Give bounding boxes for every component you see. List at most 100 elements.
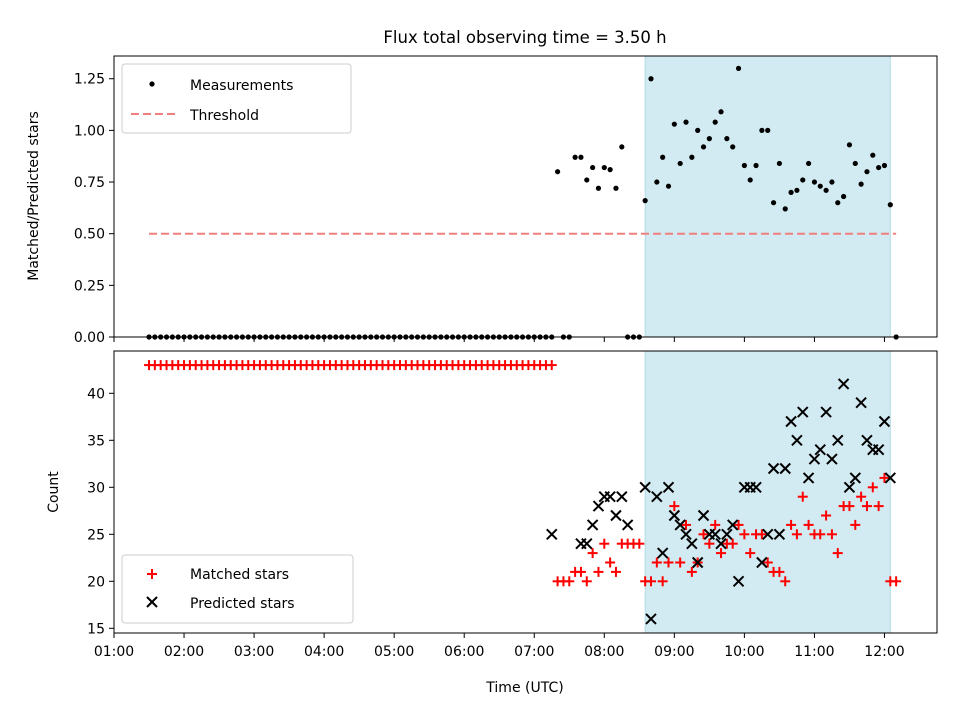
predicted-star-point <box>662 481 675 494</box>
legend-matched-marker <box>147 569 157 579</box>
measurement-point <box>765 127 771 133</box>
matched-star-point <box>879 472 890 483</box>
top-y-axis-label: Matched/Predicted stars <box>26 111 42 281</box>
y-tick-label: 0.00 <box>74 330 105 346</box>
measurement-point <box>607 167 613 173</box>
x-tick-label: 04:00 <box>304 644 344 660</box>
predicted-star-point <box>616 490 628 503</box>
matched-star-point <box>675 557 686 568</box>
y-tick-label: 0.75 <box>74 175 105 191</box>
predicted-star-point <box>878 415 891 428</box>
predicted-star-point <box>814 443 826 456</box>
measurement-point <box>619 144 625 150</box>
predicted-star-point <box>645 613 657 625</box>
matched-star-point <box>733 519 744 530</box>
predicted-star-point <box>884 472 897 484</box>
matched-star-point <box>873 501 884 512</box>
predicted-star-point <box>802 472 815 484</box>
x-tick-label: 11:00 <box>794 644 834 660</box>
matched-star-point <box>756 529 767 540</box>
y-tick-label: 15 <box>87 621 105 637</box>
x-tick-label: 12:00 <box>864 644 904 660</box>
matched-star-point <box>791 529 802 540</box>
matched-star-point <box>605 557 616 568</box>
y-tick-label: 0.50 <box>74 227 105 243</box>
x-tick-label: 06:00 <box>444 644 484 660</box>
matched-star-point <box>657 576 668 587</box>
predicted-star-point <box>756 556 768 569</box>
matched-star-point <box>610 566 621 577</box>
measurement-point <box>805 160 812 167</box>
matched-star-point <box>832 548 843 559</box>
predicted-star-point <box>592 500 605 512</box>
legend-predicted-label: Predicted stars <box>190 596 295 612</box>
predicted-star-point <box>581 537 593 550</box>
measurement-point <box>776 160 783 167</box>
matched-star-point <box>774 566 785 577</box>
measurement-point <box>782 206 788 212</box>
bottom-legend-frame <box>121 554 354 624</box>
predicted-star-point <box>586 519 599 531</box>
matched-star-point <box>669 501 680 512</box>
predicted-star-point <box>656 547 669 559</box>
axes-frame <box>113 350 938 634</box>
measurement-point <box>770 200 777 206</box>
matched-star-point <box>651 557 662 568</box>
matched-star-point <box>786 519 797 530</box>
predicted-star-point <box>861 434 873 447</box>
measurement-point <box>730 144 736 150</box>
predicted-star-point <box>791 434 803 447</box>
measurement-point <box>811 179 818 185</box>
matched-star-point <box>599 538 610 549</box>
chart-title: Flux total observing time = 3.50 h <box>383 28 666 47</box>
measurement-point <box>724 136 730 142</box>
measurement-point <box>858 181 864 187</box>
x-axis-label: Time (UTC) <box>485 680 563 696</box>
measurement-point <box>800 177 806 183</box>
matched-star-point <box>727 538 738 549</box>
top-axes: 0.00 0.25 0.50 0.75 1.00 1.25 <box>74 55 938 346</box>
predicted-star-point <box>732 575 745 588</box>
predicted-star-point <box>639 481 651 494</box>
matched-star-point <box>546 360 557 371</box>
matched-star-point <box>803 519 814 530</box>
matched-star-point <box>564 576 575 587</box>
legend-matched-label: Matched stars <box>190 567 289 583</box>
measurement-point <box>671 121 677 127</box>
top-legend: Measurements Threshold <box>121 63 352 134</box>
predicted-star-point <box>715 537 727 550</box>
matched-star-point <box>710 519 721 530</box>
matched-star-point <box>634 538 645 549</box>
measurement-point <box>677 160 683 167</box>
measurement-point <box>712 119 718 125</box>
bottom-panel: 15 20 25 30 35 40 01:00 02:00 03:00 04:00 05:00 06:… <box>46 350 938 696</box>
predicted-star-point <box>837 378 850 390</box>
predicted-star-point <box>779 462 791 475</box>
predicted-star-point <box>872 443 885 456</box>
y-tick-label: 40 <box>87 386 105 402</box>
measurement-point <box>747 177 753 183</box>
measurement-point <box>683 119 689 125</box>
predicted-star-point <box>773 528 786 541</box>
measurement-point <box>648 76 654 82</box>
bottom-highlight-span <box>644 350 891 634</box>
measurement-point <box>706 136 712 142</box>
y-tick-label: 1.25 <box>74 72 105 88</box>
top-highlight-span <box>644 55 891 338</box>
measurement-point <box>660 154 666 160</box>
predicted-star-point <box>668 509 681 522</box>
measurement-point <box>595 185 602 191</box>
measurement-point <box>852 160 858 167</box>
x-tick-label: 03:00 <box>234 644 274 660</box>
measurement-point <box>817 183 823 189</box>
x-tick-label: 02:00 <box>164 644 204 660</box>
measurement-point <box>654 179 660 185</box>
matched-star-point <box>850 519 861 530</box>
highlight-span-rect <box>644 55 891 338</box>
predicted-star-point <box>849 472 861 484</box>
measurement-point <box>753 162 759 169</box>
measurement-point <box>823 187 829 193</box>
measurement-point <box>864 169 870 175</box>
matched-star-point <box>681 519 692 530</box>
matched-star-point <box>844 501 855 512</box>
